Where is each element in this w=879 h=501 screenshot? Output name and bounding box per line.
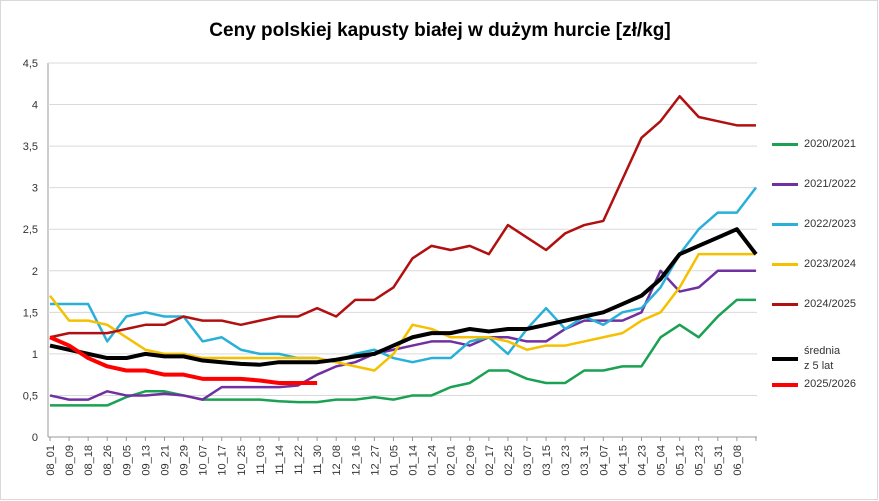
x-tick-label: 03_31	[579, 445, 591, 476]
y-tick-label: 4,5	[23, 58, 38, 70]
x-tick-label: 12_16	[350, 445, 362, 476]
legend-swatch	[772, 357, 798, 361]
x-tick-label: 10_25	[236, 445, 248, 476]
x-tick-label: 09_29	[179, 445, 191, 476]
x-tick-label: 05_23	[694, 445, 706, 476]
x-tick-label: 02_17	[484, 445, 496, 476]
x-tick-label: 01_14	[408, 445, 420, 476]
y-tick-label: 2,5	[23, 224, 38, 236]
legend-swatch	[772, 263, 798, 266]
series-line	[50, 186, 757, 364]
x-tick-label: 04_23	[636, 445, 648, 476]
y-tick-label: 3,5	[23, 141, 38, 153]
x-tick-label: 10_07	[198, 445, 210, 476]
legend-label: 2021/2022	[804, 178, 856, 190]
legend-label: 2023/2024	[804, 258, 856, 270]
series-line	[49, 269, 756, 401]
x-tick-label: 08_01	[45, 445, 57, 476]
x-tick-label: 09_05	[121, 445, 133, 476]
x-tick-label: 05_04	[656, 445, 668, 476]
x-tick-label: 06_08	[732, 445, 744, 476]
legend-label: 2024/2025	[804, 298, 856, 310]
x-tick-label: 08_26	[102, 445, 114, 476]
legend-swatch	[772, 143, 798, 146]
series-line	[49, 94, 756, 339]
x-tick-label: 10_17	[217, 445, 229, 476]
x-tick-label: 09_13	[140, 445, 152, 476]
legend-label: 2022/2023	[804, 218, 856, 230]
x-tick-label: 12_08	[331, 445, 343, 476]
legend-item: średnia z 5 lat	[772, 344, 848, 374]
legend-swatch	[772, 382, 798, 387]
legend-label: średnia z 5 lat	[804, 345, 841, 372]
x-tick-label: 05_31	[713, 445, 725, 476]
legend-label: 2020/2021	[804, 138, 856, 150]
series-line	[49, 335, 318, 385]
legend-item: 2021/2022	[772, 177, 856, 192]
x-tick-label: 04_07	[598, 445, 610, 476]
x-tick-label: 09_21	[159, 445, 171, 476]
legend-item: 2025/2026	[772, 377, 856, 392]
x-tick-label: 11_30	[312, 445, 324, 475]
chart-title: Ceny polskiej kapusty białej w dużym hur…	[209, 20, 670, 41]
legend-item: 2022/2023	[772, 217, 856, 232]
x-tick-label: 08_09	[64, 445, 76, 476]
legend-label: 2025/2026	[804, 378, 856, 390]
legend-item: 2023/2024	[772, 257, 856, 272]
y-tick-label: 3	[32, 183, 38, 195]
x-tick-label: 12_27	[369, 445, 381, 476]
x-tick-label: 02_01	[446, 445, 458, 476]
y-tick-label: 1,5	[23, 307, 38, 319]
x-tick-label: 05_12	[675, 445, 687, 476]
x-tick-label: 03_07	[522, 445, 534, 476]
series-line	[49, 227, 758, 367]
x-tick-label: 02_25	[503, 445, 515, 476]
x-tick-label: 11_14	[274, 445, 286, 475]
legend-swatch	[772, 183, 798, 186]
x-tick-label: 08_18	[83, 445, 95, 476]
y-tick-label: 0	[32, 432, 38, 444]
x-tick-label: 04_15	[617, 445, 629, 476]
y-tick-label: 1	[32, 349, 38, 361]
y-tick-label: 0,5	[23, 390, 38, 402]
y-tick-label: 2	[32, 266, 38, 278]
legend-swatch	[772, 223, 798, 226]
legend-swatch	[772, 303, 798, 306]
x-tick-label: 03_15	[541, 445, 553, 476]
x-tick-label: 03_23	[560, 445, 572, 476]
y-tick-label: 4	[32, 100, 38, 112]
legend-item: 2024/2025	[772, 297, 856, 312]
x-tick-label: 01_24	[427, 445, 439, 476]
x-tick-label: 01_05	[388, 445, 400, 476]
x-tick-label: 02_09	[465, 445, 477, 476]
series-line	[50, 298, 756, 407]
x-tick-label: 11_03	[255, 445, 267, 475]
x-tick-label: 11_22	[293, 445, 305, 475]
legend-item: 2020/2021	[772, 137, 856, 152]
